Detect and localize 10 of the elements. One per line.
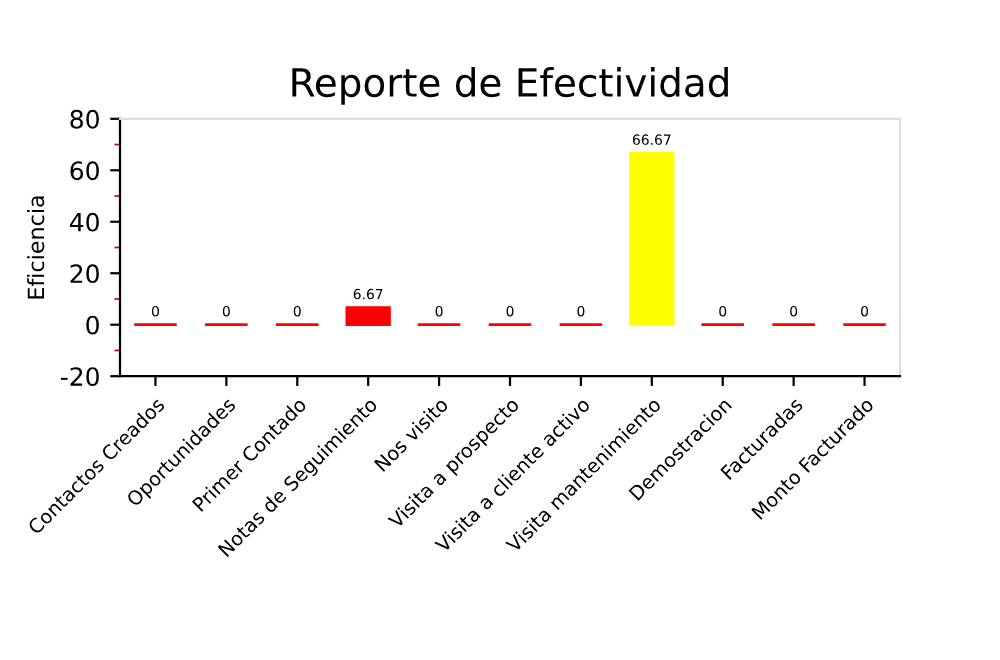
y-tick-label: 20: [70, 264, 99, 284]
bar: [629, 151, 675, 327]
y-tick-label: 80: [70, 109, 99, 129]
y-tick-label: 60: [70, 161, 99, 181]
chart-title: Reporte de Efectividad: [292, 67, 728, 105]
y-tick-label: -20: [60, 367, 99, 387]
y-tick-label: 0: [86, 315, 99, 335]
y-tick-label: 40: [69, 212, 99, 232]
y-axis-title: Eficiencia: [27, 196, 45, 299]
bar: [345, 306, 391, 327]
